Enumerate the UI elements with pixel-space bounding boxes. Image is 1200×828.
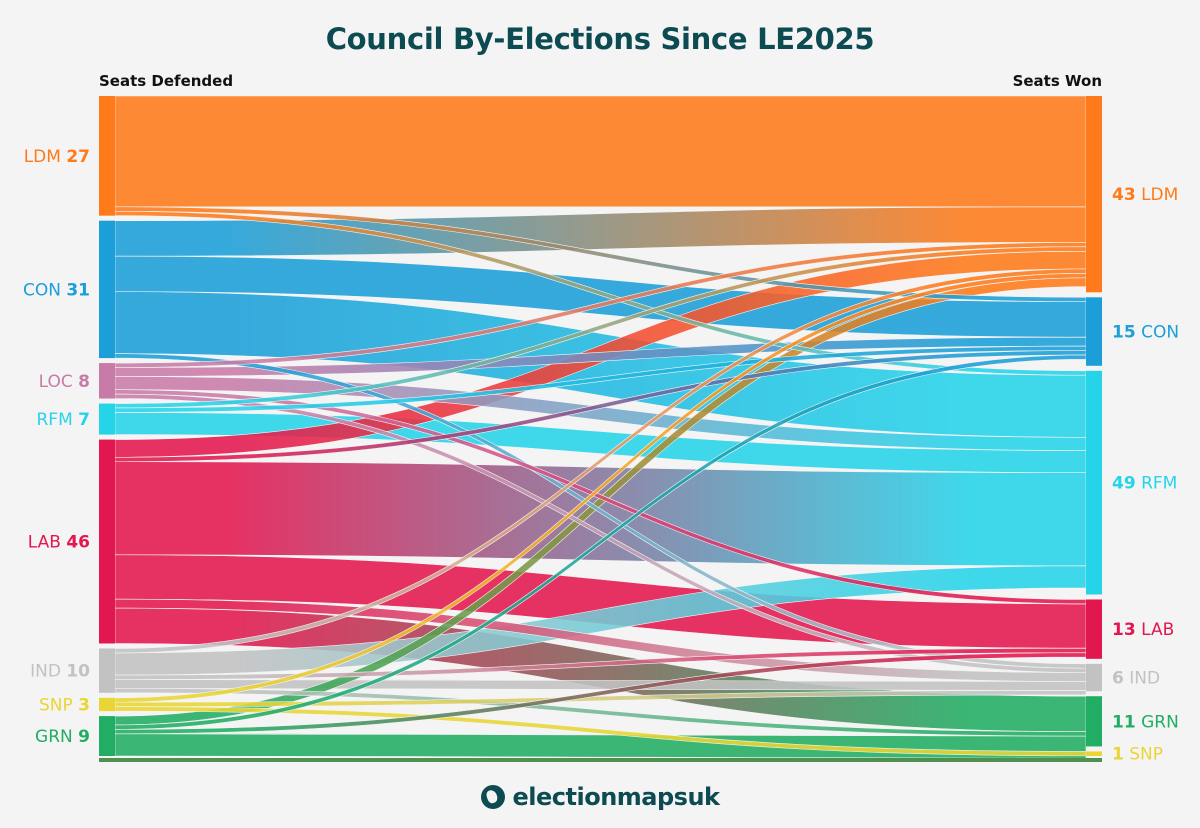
right-label-lab: 13 LAB (1112, 620, 1174, 640)
nodes (99, 96, 1102, 756)
left-node-loc (99, 363, 115, 399)
right-label-name: LAB (1141, 620, 1174, 640)
left-label-name: LAB (28, 533, 61, 553)
right-label-value: 1 (1112, 745, 1124, 765)
right-label-grn: 11 GRN (1112, 712, 1179, 732)
right-node-rfm (1086, 370, 1102, 595)
left-label-value: 46 (66, 533, 90, 553)
left-label-ldm: LDM 27 (24, 147, 90, 167)
brand-name: electionmapsuk (512, 783, 721, 811)
left-label-value: 27 (66, 147, 90, 167)
right-label-value: 43 (1112, 185, 1136, 205)
left-node-lab (99, 439, 115, 644)
left-label-grn: GRN 9 (35, 727, 90, 747)
right-label-name: IND (1129, 669, 1160, 689)
right-label-con: 15 CON (1112, 323, 1179, 343)
left-label-value: 3 (78, 695, 90, 715)
left-node-ldm (99, 96, 115, 216)
left-label-con: CON 31 (23, 280, 90, 300)
flows (114, 95, 1087, 759)
right-label-rfm: 49 RFM (1112, 474, 1177, 494)
right-node-lab (1086, 599, 1102, 659)
globe-icon (480, 785, 505, 809)
right-label-name: RFM (1141, 474, 1177, 494)
right-label-ind: 6 IND (1112, 669, 1160, 689)
left-label-value: 9 (78, 727, 90, 747)
left-header: Seats Defended (99, 72, 233, 90)
left-label-name: SNP (39, 695, 73, 715)
chart-title: Council By-Elections Since LE2025 (325, 22, 875, 56)
flow-grn-to-grn (114, 733, 1087, 759)
flow-snp-to-ind (114, 690, 1087, 707)
left-label-name: GRN (35, 727, 73, 747)
brand: electionmapsuk (0, 783, 1200, 811)
left-label-name: LDM (24, 147, 61, 167)
left-node-ind (99, 648, 115, 693)
left-label-value: 7 (78, 410, 90, 430)
right-node-con (1086, 297, 1102, 366)
left-label-name: RFM (36, 410, 72, 430)
right-node-ind (1086, 663, 1102, 692)
flow-ldm-to-ldm (114, 95, 1087, 208)
right-label-ldm: 43 LDM (1112, 185, 1178, 205)
left-node-rfm (99, 403, 115, 435)
right-label-value: 11 (1112, 712, 1136, 732)
left-label-ind: IND 10 (30, 662, 90, 682)
left-label-rfm: RFM 7 (36, 410, 90, 430)
right-label-value: 6 (1112, 669, 1124, 689)
left-label-loc: LOC 8 (39, 372, 90, 392)
left-label-value: 31 (66, 280, 90, 300)
left-label-value: 10 (66, 662, 90, 682)
left-label-name: LOC (39, 372, 73, 392)
right-label-name: GRN (1141, 712, 1179, 732)
flow-lab-to-rfm (114, 461, 1087, 567)
right-node-grn (1086, 696, 1102, 747)
left-node-con (99, 220, 115, 359)
left-label-lab: LAB 46 (28, 533, 90, 553)
right-label-name: LDM (1141, 185, 1178, 205)
right-header: Seats Won (1013, 72, 1102, 90)
right-label-snp: 1 SNP (1112, 745, 1163, 765)
left-label-value: 8 (78, 372, 90, 392)
left-label-name: IND (30, 662, 61, 682)
right-label-value: 49 (1112, 474, 1136, 494)
right-label-value: 15 (1112, 323, 1136, 343)
right-label-name: CON (1141, 323, 1179, 343)
left-label-name: CON (23, 280, 61, 300)
left-node-grn (99, 716, 115, 756)
baseline (99, 758, 1102, 762)
right-label-name: SNP (1129, 745, 1163, 765)
right-node-snp (1086, 751, 1102, 756)
left-label-snp: SNP 3 (39, 695, 90, 715)
right-node-ldm (1086, 96, 1102, 293)
left-node-snp (99, 697, 115, 712)
right-label-value: 13 (1112, 620, 1136, 640)
